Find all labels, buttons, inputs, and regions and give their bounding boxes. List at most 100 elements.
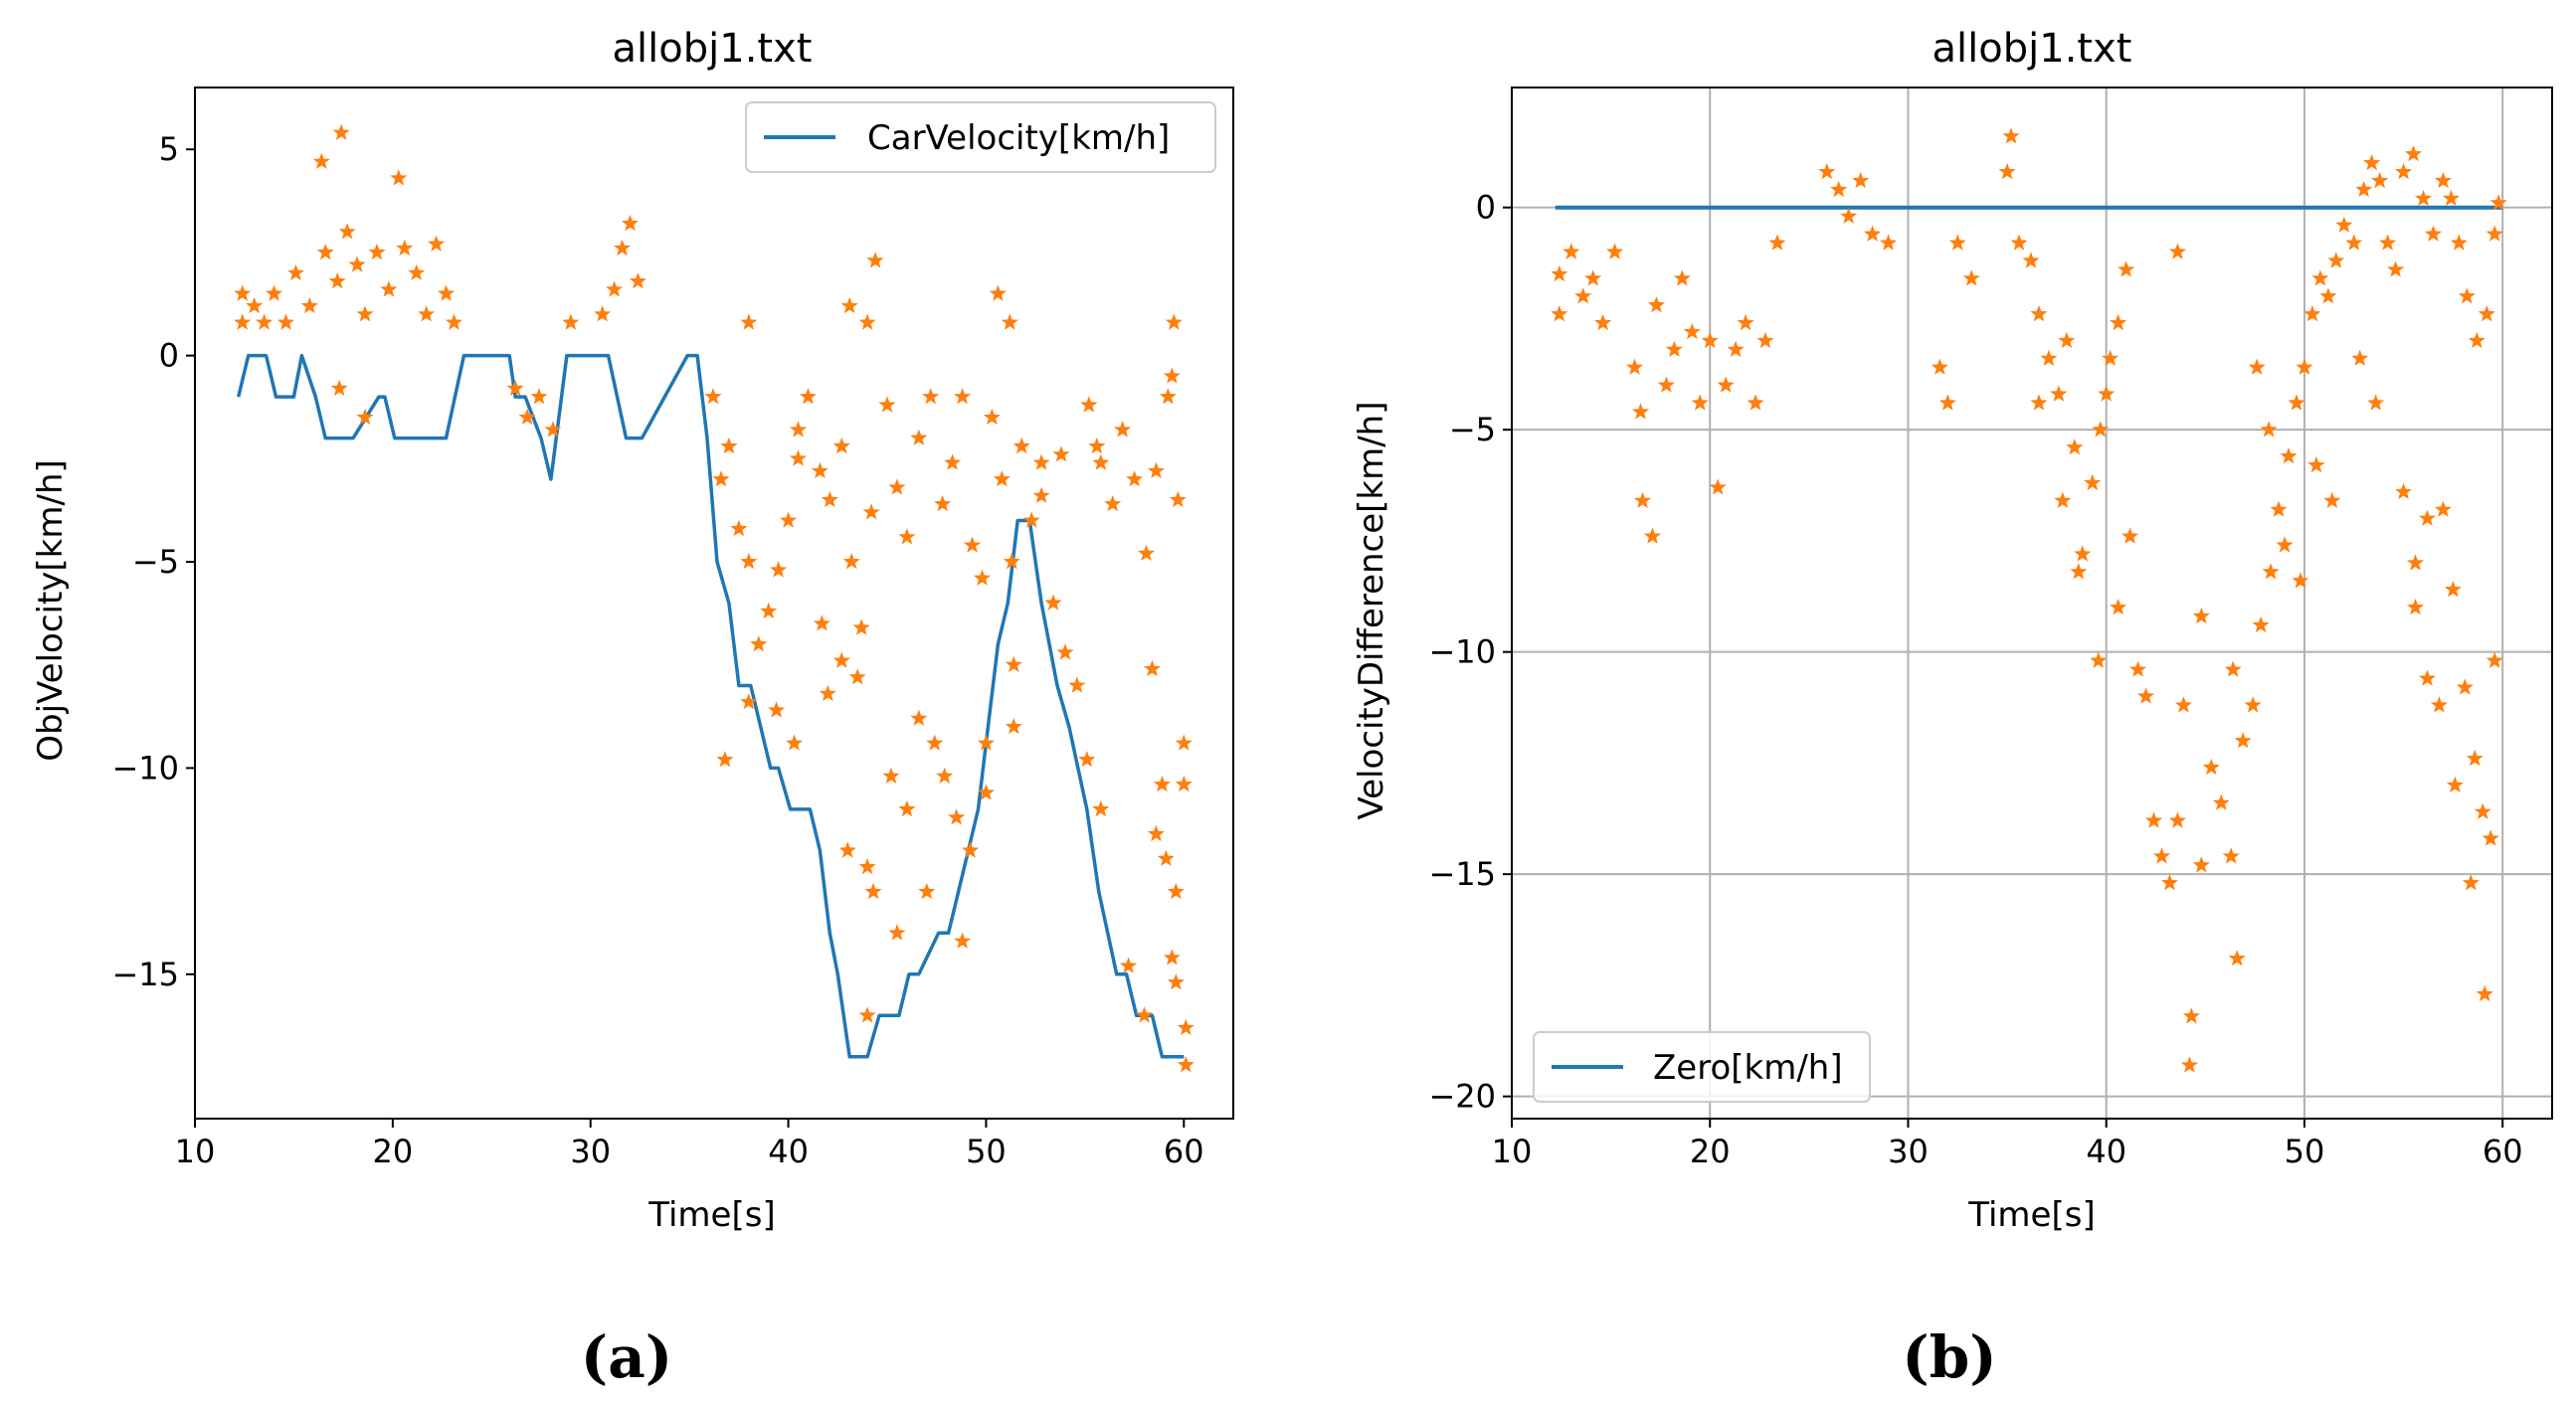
chart-b-y-ticks: 0 −5 −10 −15 −20: [1428, 189, 1512, 1116]
chart-a-marker-24: [330, 379, 348, 397]
chart-a-marker-65: [993, 470, 1011, 487]
chart-a-legend-box: [745, 101, 1216, 173]
chart-b-x-tick-label-5: 60: [2483, 1133, 2523, 1170]
chart-a-marker-126: [813, 614, 830, 631]
chart-a-marker-71: [1056, 643, 1074, 660]
chart-a-marker-25: [356, 408, 374, 426]
chart-b-marker-104: [2474, 802, 2491, 819]
chart-b-marker-110: [2430, 696, 2448, 713]
chart-a-marker-8: [312, 152, 330, 169]
chart-a-marker-59: [934, 494, 952, 512]
chart-a-marker-129: [838, 841, 856, 858]
chart-a-marker-73: [1080, 396, 1098, 413]
chart-a-marker-57: [910, 429, 928, 445]
chart-a-marker-102: [1147, 824, 1165, 842]
chart-b-x-label: Time[s]: [1967, 1195, 2095, 1235]
chart-b-marker-107: [2476, 984, 2493, 1002]
chart-b-legend: Zero[km/h]: [1533, 1031, 1871, 1103]
chart-a-marker-49: [832, 437, 850, 454]
chart-a-marker-3: [256, 313, 274, 330]
chart-b-marker-19: [1717, 376, 1735, 393]
chart-b-marker-18: [1709, 478, 1727, 495]
chart-a-marker-123: [1001, 313, 1018, 330]
chart-a-marker-1: [234, 313, 252, 330]
chart-a-marker-7: [300, 296, 318, 314]
chart-a-marker-95: [962, 841, 980, 858]
chart-b-marker-112: [2407, 599, 2425, 615]
chart-b-caption: (b): [1902, 1323, 1996, 1391]
chart-b-x-tick-label-0: 10: [1492, 1133, 1533, 1170]
chart-a-marker-6: [286, 263, 304, 280]
chart-a-marker-58: [922, 388, 940, 405]
chart-b-marker-106: [2485, 651, 2503, 668]
chart-a-marker-105: [1175, 734, 1193, 751]
chart-a-marker-125: [790, 421, 808, 438]
chart-a-marker-68: [1022, 511, 1040, 528]
chart-b-marker-58: [2174, 696, 2192, 713]
chart-a-marker-67: [1012, 437, 1030, 454]
chart-b-marker-119: [2276, 536, 2294, 553]
chart-a-caption: (a): [581, 1323, 672, 1391]
chart-b-legend-box: [1533, 1031, 1871, 1103]
chart-b-legend-label: Zero[km/h]: [1653, 1048, 1843, 1088]
chart-b-marker-35: [1998, 162, 2016, 180]
chart-a-marker-100: [1120, 957, 1138, 973]
chart-a-marker-92: [926, 734, 944, 751]
chart-b-y-tick-label-0: 0: [1476, 189, 1496, 227]
chart-b-marker-30: [1880, 234, 1898, 251]
chart-a-marker-31: [594, 305, 612, 322]
chart-b-marker-46: [2092, 421, 2110, 438]
chart-a-marker-124: [740, 313, 758, 330]
chart-b-marker-69: [2262, 563, 2280, 580]
chart-b-marker-13: [1665, 340, 1683, 357]
chart-a-marker-104: [1167, 882, 1185, 900]
chart-a-marker-110: [1175, 776, 1193, 792]
chart-a-marker-89: [864, 882, 882, 900]
chart-a-marker-119: [1088, 437, 1106, 454]
chart-a-marker-66: [1003, 553, 1020, 570]
chart-b-marker-71: [2280, 447, 2298, 464]
chart-a-marker-88: [858, 858, 876, 875]
chart-b-marker-33: [1948, 234, 1966, 251]
chart-a-legend-label: CarVelocity[km/h]: [867, 118, 1170, 158]
chart-a-y-tick-label-2: −5: [132, 543, 179, 581]
chart-b-x-tick-label-4: 50: [2285, 1133, 2325, 1170]
chart-b-marker-66: [2234, 732, 2252, 749]
chart-b-x-tick-label-1: 20: [1690, 1133, 1731, 1170]
chart-b-marker-29: [1864, 225, 1882, 242]
chart-b-marker-9: [1633, 491, 1652, 508]
chart-b-marker-96: [2489, 194, 2507, 211]
chart-b-marker-84: [2387, 261, 2405, 277]
chart-b-marker-105: [2482, 829, 2499, 846]
chart-b-marker-10: [1643, 527, 1661, 544]
chart-a-x-tick-label-1: 20: [372, 1133, 413, 1170]
chart-b-grid: [1511, 88, 2552, 1119]
chart-a-x-tick-label-0: 10: [175, 1133, 216, 1170]
chart-b-marker-38: [2022, 252, 2040, 268]
chart-a-x-label: Time[s]: [647, 1195, 775, 1235]
chart-a-marker-30: [562, 313, 580, 330]
chart-a-marker-32: [606, 280, 624, 297]
chart-a-marker-62: [963, 536, 982, 553]
chart-b-marker-11: [1647, 296, 1665, 313]
chart-b-marker-54: [2145, 811, 2163, 828]
chart-a-marker-39: [730, 519, 748, 537]
chart-b-marker-89: [2434, 171, 2452, 189]
chart-a-marker-20: [418, 305, 436, 322]
chart-b-marker-122: [2192, 607, 2210, 624]
chart-b-marker-82: [2371, 171, 2389, 189]
chart-a-marker-4: [266, 284, 283, 301]
chart-b-marker-92: [2458, 287, 2476, 304]
chart-a-y-label: ObjVelocity[km/h]: [31, 459, 71, 762]
chart-b-marker-101: [2444, 581, 2462, 598]
chart-b-marker-1: [1551, 305, 1568, 322]
chart-b-x-tick-label-3: 40: [2086, 1133, 2126, 1170]
chart-b-marker-124: [2070, 563, 2088, 580]
chart-a-marker-106: [1177, 1018, 1195, 1035]
chart-b-marker-28: [1852, 171, 1870, 189]
chart-a-marker-96: [977, 734, 995, 751]
chart-a-marker-13: [348, 256, 366, 272]
chart-b-marker-16: [1691, 394, 1709, 411]
chart-b-title: allobj1.txt: [1932, 26, 2132, 72]
